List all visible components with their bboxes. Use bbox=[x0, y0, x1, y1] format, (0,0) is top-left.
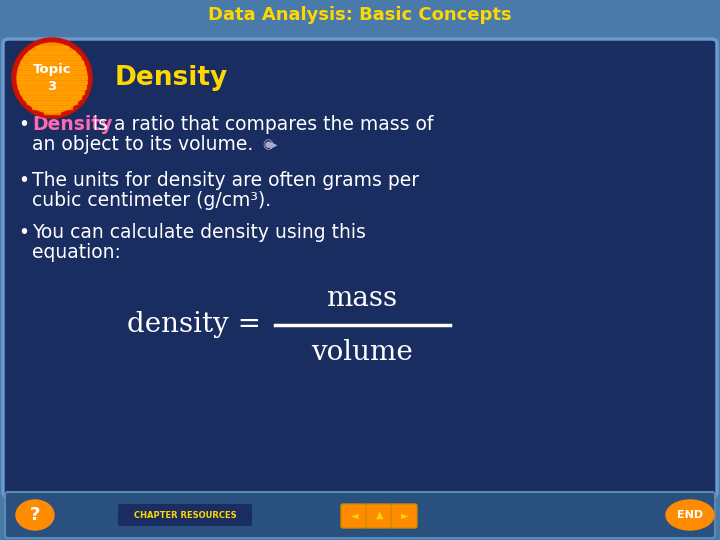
Circle shape bbox=[17, 43, 87, 113]
Bar bbox=[20, 91, 84, 94]
FancyBboxPatch shape bbox=[118, 504, 252, 526]
Text: equation:: equation: bbox=[32, 242, 121, 261]
Text: ◄: ◄ bbox=[351, 510, 359, 520]
FancyBboxPatch shape bbox=[3, 39, 717, 497]
Circle shape bbox=[12, 38, 92, 118]
Text: Topic: Topic bbox=[32, 64, 71, 77]
Text: CHAPTER RESOURCES: CHAPTER RESOURCES bbox=[134, 510, 236, 519]
Bar bbox=[19, 66, 85, 69]
Text: •: • bbox=[18, 171, 29, 190]
FancyBboxPatch shape bbox=[391, 504, 417, 528]
Text: Density: Density bbox=[115, 65, 228, 91]
FancyBboxPatch shape bbox=[366, 504, 392, 528]
Bar bbox=[22, 96, 81, 99]
Text: You can calculate density using this: You can calculate density using this bbox=[32, 222, 366, 241]
Text: •: • bbox=[18, 116, 29, 134]
Text: volume: volume bbox=[311, 340, 413, 367]
Text: 3: 3 bbox=[48, 80, 57, 93]
FancyBboxPatch shape bbox=[341, 504, 367, 528]
Text: an object to its volume.: an object to its volume. bbox=[32, 136, 253, 154]
Text: ▶: ▶ bbox=[270, 140, 277, 150]
Text: mass: mass bbox=[326, 285, 397, 312]
Text: cubic centimeter (g/cm³).: cubic centimeter (g/cm³). bbox=[32, 191, 271, 210]
Bar bbox=[27, 101, 78, 104]
Ellipse shape bbox=[666, 500, 714, 530]
Bar bbox=[17, 81, 87, 84]
Text: Data Analysis: Basic Concepts: Data Analysis: Basic Concepts bbox=[208, 6, 512, 24]
Ellipse shape bbox=[16, 500, 54, 530]
Text: ◉: ◉ bbox=[262, 138, 273, 152]
Text: is a ratio that compares the mass of: is a ratio that compares the mass of bbox=[87, 116, 433, 134]
FancyBboxPatch shape bbox=[5, 492, 715, 538]
Text: ▲: ▲ bbox=[377, 510, 384, 520]
Bar bbox=[36, 46, 68, 49]
Text: The units for density are often grams per: The units for density are often grams pe… bbox=[32, 171, 419, 190]
Text: END: END bbox=[677, 510, 703, 520]
Bar bbox=[44, 111, 60, 114]
Bar bbox=[29, 51, 76, 54]
Bar bbox=[32, 106, 71, 109]
Bar bbox=[17, 76, 87, 79]
Bar bbox=[21, 61, 83, 64]
Text: ►: ► bbox=[401, 510, 409, 520]
Text: ?: ? bbox=[30, 506, 40, 524]
Text: •: • bbox=[18, 222, 29, 241]
Text: Density: Density bbox=[32, 116, 112, 134]
Bar bbox=[17, 71, 86, 74]
Bar bbox=[24, 56, 80, 59]
Text: density =: density = bbox=[127, 312, 270, 339]
Bar bbox=[18, 86, 86, 89]
